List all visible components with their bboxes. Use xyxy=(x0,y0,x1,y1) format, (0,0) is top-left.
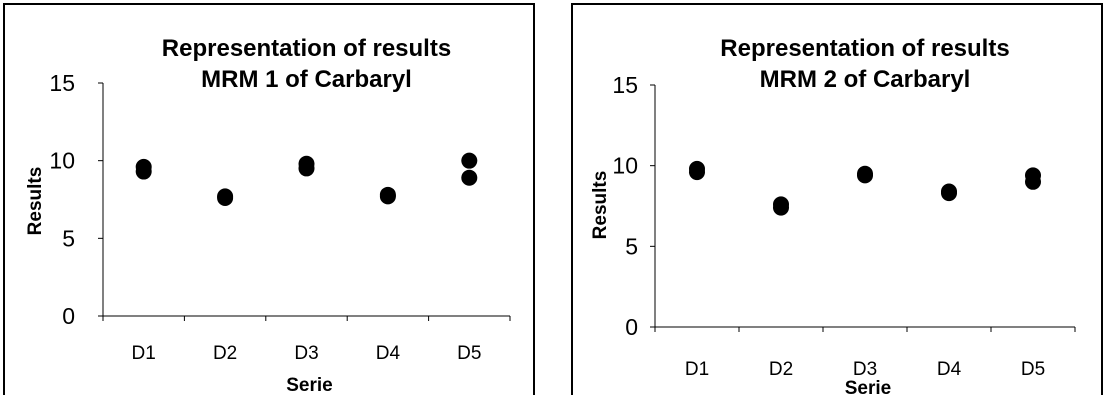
y-tick-label: 0 xyxy=(62,303,75,329)
chart-title-line: MRM 1 of Carbaryl xyxy=(201,66,412,93)
x-tick-label: D5 xyxy=(1021,359,1045,380)
y-tick-label: 10 xyxy=(49,148,75,174)
y-tick-label: 15 xyxy=(49,70,75,96)
y-axis-label: Results xyxy=(590,171,611,240)
x-axis-label: Serie xyxy=(845,378,891,397)
y-tick-label: 5 xyxy=(62,225,75,251)
x-tick-label: D2 xyxy=(769,359,793,380)
data-point xyxy=(135,163,152,180)
x-tick-label: D5 xyxy=(457,343,481,364)
y-tick-label: 15 xyxy=(612,72,638,98)
y-tick-label: 5 xyxy=(625,233,638,259)
y-tick-label: 0 xyxy=(625,314,638,340)
data-point xyxy=(379,188,396,205)
x-tick-label: D4 xyxy=(376,343,401,364)
data-point xyxy=(857,167,873,184)
data-point xyxy=(773,199,789,216)
data-point xyxy=(298,160,315,177)
y-tick-label: 10 xyxy=(612,153,638,179)
data-point xyxy=(217,189,234,206)
x-tick-label: D2 xyxy=(213,343,237,364)
chart-title-line: MRM 2 of Carbaryl xyxy=(760,66,971,93)
chart-title-line: Representation of results xyxy=(720,35,1009,62)
chart-mrm1-svg: Representation of results MRM 1 of Carbar… xyxy=(25,35,511,396)
data-point xyxy=(461,152,478,169)
chart-title-line: Representation of results xyxy=(162,35,451,62)
x-tick-label: D1 xyxy=(132,343,156,364)
data-point xyxy=(941,185,957,202)
x-tick-label: D3 xyxy=(853,359,877,380)
chart-panel-mrm2: Representation of results MRM 2 of Carbar… xyxy=(571,3,1103,397)
chart-panel-mrm1: Representation of results MRM 1 of Carbar… xyxy=(3,3,535,396)
data-point xyxy=(1025,173,1041,190)
x-axis-label: Serie xyxy=(286,375,332,396)
data-point xyxy=(689,164,705,181)
data-point xyxy=(461,169,478,186)
x-tick-label: D4 xyxy=(937,359,962,380)
chart-mrm2-svg: Representation of results MRM 2 of Carbar… xyxy=(590,35,1076,397)
x-tick-label: D1 xyxy=(685,359,709,380)
y-axis-label: Results xyxy=(25,167,46,236)
x-tick-label: D3 xyxy=(294,343,318,364)
